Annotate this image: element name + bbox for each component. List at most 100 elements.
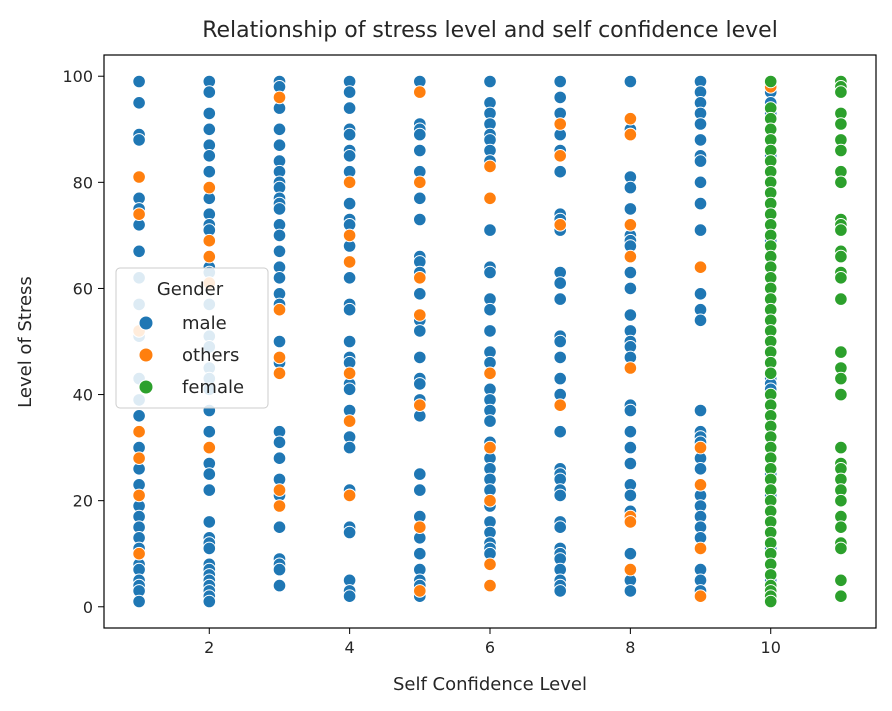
male-point <box>272 435 287 450</box>
male-point <box>623 403 638 418</box>
legend-marker-female <box>138 379 154 395</box>
others-point <box>623 249 638 264</box>
others-point <box>272 350 287 365</box>
x-tick-label: 2 <box>204 638 214 657</box>
others-point <box>202 249 217 264</box>
others-point <box>413 398 427 413</box>
others-point <box>202 233 217 248</box>
male-point <box>413 324 427 338</box>
male-point <box>553 584 568 598</box>
female-point <box>834 387 848 402</box>
y-tick-label: 40 <box>73 386 93 405</box>
male-point <box>483 223 497 237</box>
male-point <box>693 462 708 476</box>
others-point <box>132 207 146 221</box>
male-point <box>623 281 638 296</box>
others-point <box>272 483 287 497</box>
others-point <box>413 271 427 285</box>
x-tick-label: 8 <box>625 638 635 657</box>
male-point <box>413 212 427 227</box>
male-point <box>272 520 287 535</box>
male-point <box>342 271 357 285</box>
y-axis-label: Level of Stress <box>15 276 36 408</box>
others-point <box>413 520 427 535</box>
male-point <box>342 85 357 99</box>
male-point <box>272 202 287 216</box>
others-point <box>693 589 708 604</box>
male-point <box>413 483 427 497</box>
others-point <box>132 424 146 439</box>
others-point <box>272 499 287 513</box>
male-point <box>693 287 708 301</box>
male-point <box>132 74 146 89</box>
y-tick-label: 0 <box>83 598 93 617</box>
legend-label-male: male <box>182 313 227 334</box>
others-point <box>413 85 427 99</box>
male-point <box>693 223 708 237</box>
male-point <box>483 324 497 338</box>
male-point <box>693 403 708 418</box>
male-point <box>623 584 638 598</box>
others-point <box>483 578 497 593</box>
male-point <box>342 382 357 397</box>
others-point <box>342 228 357 243</box>
others-point <box>553 117 568 131</box>
male-point <box>483 302 497 317</box>
legend-marker-male <box>138 315 154 331</box>
male-point <box>342 127 357 142</box>
male-point <box>553 90 568 105</box>
others-point <box>342 488 357 503</box>
male-point <box>202 106 217 121</box>
others-point <box>483 191 497 206</box>
male-point <box>202 122 217 137</box>
male-point <box>342 525 357 540</box>
others-point <box>272 90 287 105</box>
y-axis: 0 20 40 60 80 100 <box>62 67 104 617</box>
male-point <box>553 520 568 535</box>
male-point <box>693 313 708 328</box>
male-point <box>413 127 427 142</box>
others-point <box>202 440 217 455</box>
female-point <box>834 345 848 359</box>
male-point <box>413 467 427 481</box>
male-point <box>413 546 427 561</box>
others-point <box>202 180 217 195</box>
female-point <box>834 85 848 99</box>
chart-title: Relationship of stress level and self co… <box>202 18 778 43</box>
others-point <box>693 440 708 455</box>
male-point <box>202 594 217 609</box>
female-point <box>763 366 778 381</box>
legend-title: Gender <box>157 279 224 300</box>
x-tick-label: 4 <box>345 638 355 657</box>
female-point <box>834 223 848 237</box>
others-point <box>483 557 497 572</box>
male-point <box>553 371 568 386</box>
legend: Gender male others female <box>115 267 269 409</box>
others-point <box>132 488 146 503</box>
male-point <box>202 85 217 99</box>
others-point <box>693 541 708 556</box>
legend-box <box>115 267 269 409</box>
legend-label-others: others <box>182 345 239 366</box>
male-point <box>272 334 287 349</box>
male-point <box>483 265 497 280</box>
male-point <box>413 287 427 301</box>
male-point <box>623 488 638 503</box>
x-axis: 2 4 6 8 10 <box>204 628 781 657</box>
legend-label-female: female <box>182 377 244 398</box>
others-point <box>623 218 638 232</box>
male-point <box>132 244 146 259</box>
male-point <box>342 302 357 317</box>
male-point <box>553 350 568 365</box>
others-point <box>413 175 427 190</box>
male-point <box>693 154 708 168</box>
others-point <box>623 127 638 142</box>
male-point <box>553 74 568 89</box>
male-point <box>623 74 638 89</box>
male-point <box>553 276 568 290</box>
others-point <box>623 361 638 375</box>
male-point <box>202 424 217 439</box>
male-point <box>272 138 287 152</box>
female-point <box>834 589 848 604</box>
x-axis-label: Self Confidence Level <box>393 674 587 695</box>
